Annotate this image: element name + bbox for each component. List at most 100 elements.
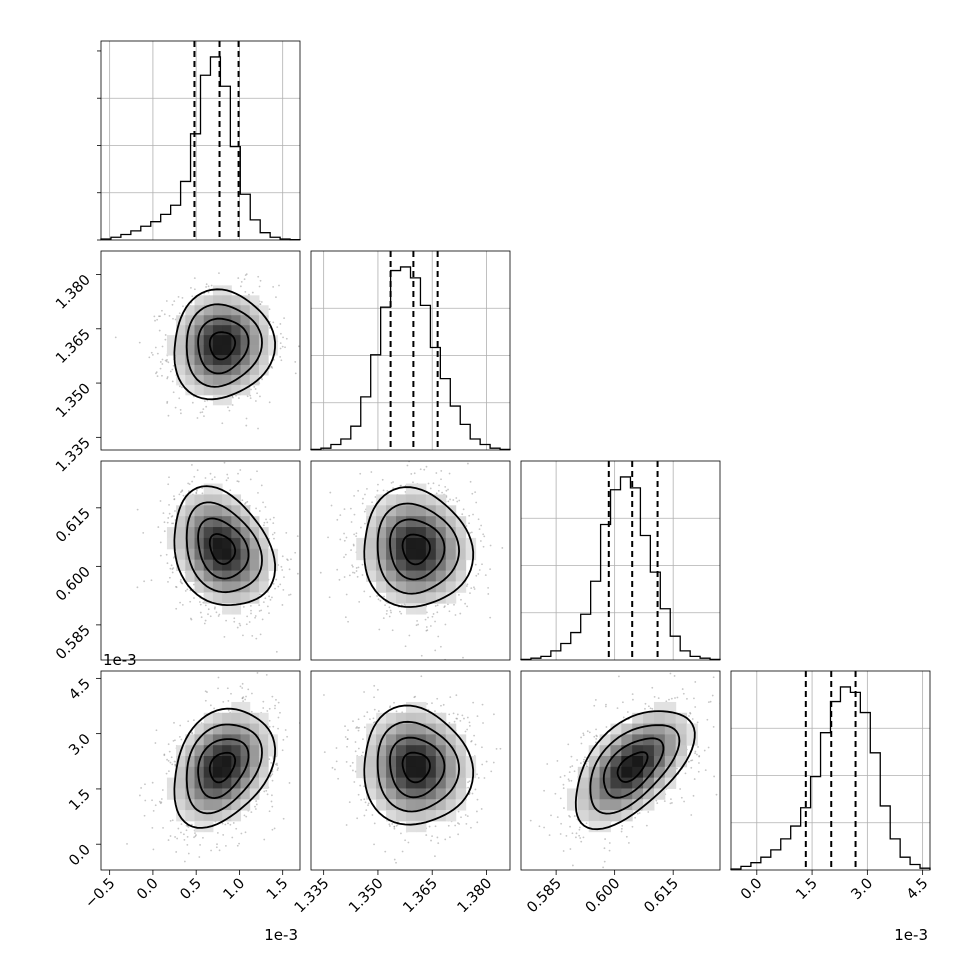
scatter-point: [170, 515, 173, 518]
scatter-point: [168, 314, 171, 317]
scatter-point: [376, 688, 379, 691]
scatter-point: [349, 765, 352, 767]
density-cell: [396, 548, 407, 561]
scatter-point: [478, 569, 481, 571]
scatter-point: [393, 858, 396, 861]
scatter-point: [270, 800, 273, 803]
density-cell: [405, 548, 417, 561]
density-cell: [445, 516, 457, 528]
density-cell: [415, 505, 427, 517]
density-cell: [231, 788, 242, 800]
scatter-point: [323, 694, 325, 696]
scatter-point: [265, 244, 267, 246]
scatter-point: [343, 508, 346, 511]
scatter-point: [167, 759, 170, 762]
scatter-point: [268, 758, 271, 760]
scatter-point: [187, 852, 190, 855]
scatter-point: [151, 781, 154, 784]
scatter-point: [170, 564, 173, 567]
density-cell: [203, 810, 214, 822]
scatter-point: [352, 544, 355, 547]
scatter-point: [465, 822, 468, 825]
density-cell: [231, 325, 242, 336]
scatter-point: [196, 469, 199, 472]
scatter-point: [218, 849, 221, 852]
scatter-point: [226, 687, 229, 690]
scatter-point: [416, 620, 418, 622]
density-cell: [240, 335, 251, 346]
scatter-point: [218, 613, 221, 616]
density-cell: [212, 483, 223, 495]
density-cell: [194, 788, 205, 800]
scatter-point: [236, 626, 239, 629]
scatter-point: [427, 616, 429, 619]
scatter-point: [205, 405, 208, 408]
scatter-point: [254, 400, 257, 402]
scatter-point: [176, 837, 179, 840]
density-cell: [376, 537, 387, 550]
scatter-point: [159, 361, 162, 363]
density-cell: [194, 315, 205, 326]
scatter-point: [243, 278, 246, 281]
density-cell: [212, 756, 223, 768]
scatter-point: [268, 810, 271, 813]
density-cell: [258, 364, 269, 376]
density-cell: [176, 374, 186, 386]
scatter-point: [162, 827, 164, 829]
scatter-point: [357, 718, 360, 721]
scatter-point: [358, 726, 361, 729]
scatter-point: [469, 480, 472, 483]
scatter-point: [437, 635, 440, 638]
scatter-point: [138, 794, 141, 797]
scatter-point: [481, 563, 483, 566]
density-cell: [185, 745, 196, 757]
scatter-point: [271, 366, 274, 369]
scatter-point: [407, 841, 410, 844]
scatter-point: [256, 392, 258, 395]
scatter-point: [163, 313, 166, 316]
scatter-point: [362, 738, 364, 740]
density-cell: [185, 355, 196, 366]
scatter-point: [239, 285, 242, 288]
scatter-point: [343, 556, 345, 559]
scatter-point: [379, 599, 382, 602]
panel-frame: [730, 670, 931, 871]
scatter-point: [373, 684, 376, 687]
density-cell: [166, 537, 177, 550]
scatter-point: [467, 462, 469, 465]
scatter-point: [456, 500, 459, 503]
density-cell: [258, 745, 269, 757]
scatter-point: [171, 515, 174, 517]
scatter-point: [154, 742, 157, 744]
scatter-point: [401, 850, 404, 853]
scatter-point: [199, 411, 202, 414]
scatter-point: [183, 838, 186, 841]
scatter-point: [469, 532, 472, 534]
scatter-point: [204, 477, 207, 479]
density-cell: [435, 537, 447, 550]
scatter-point: [456, 713, 459, 716]
density-cell: [435, 527, 447, 539]
scatter-point: [470, 587, 473, 590]
scatter-point: [209, 615, 212, 618]
scatter-point: [168, 576, 171, 579]
density-cell: [231, 537, 242, 550]
scatter-point: [457, 810, 460, 813]
density-cell: [212, 559, 223, 572]
scatter-point: [271, 533, 274, 536]
scatter-point: [250, 710, 253, 713]
scatter-point: [364, 801, 367, 804]
scatter-point: [279, 347, 282, 350]
scatter-point: [181, 603, 184, 606]
scatter-point: [179, 601, 181, 604]
density-cell: [203, 295, 214, 306]
scatter-point: [216, 843, 218, 846]
scatter-point: [364, 493, 366, 496]
scatter-point: [464, 602, 467, 605]
density-cell: [222, 355, 232, 366]
density-cell: [185, 335, 196, 346]
scatter-point: [238, 622, 241, 625]
density-cell: [222, 505, 232, 517]
density-cell: [366, 777, 377, 789]
scatter-point: [391, 629, 394, 632]
